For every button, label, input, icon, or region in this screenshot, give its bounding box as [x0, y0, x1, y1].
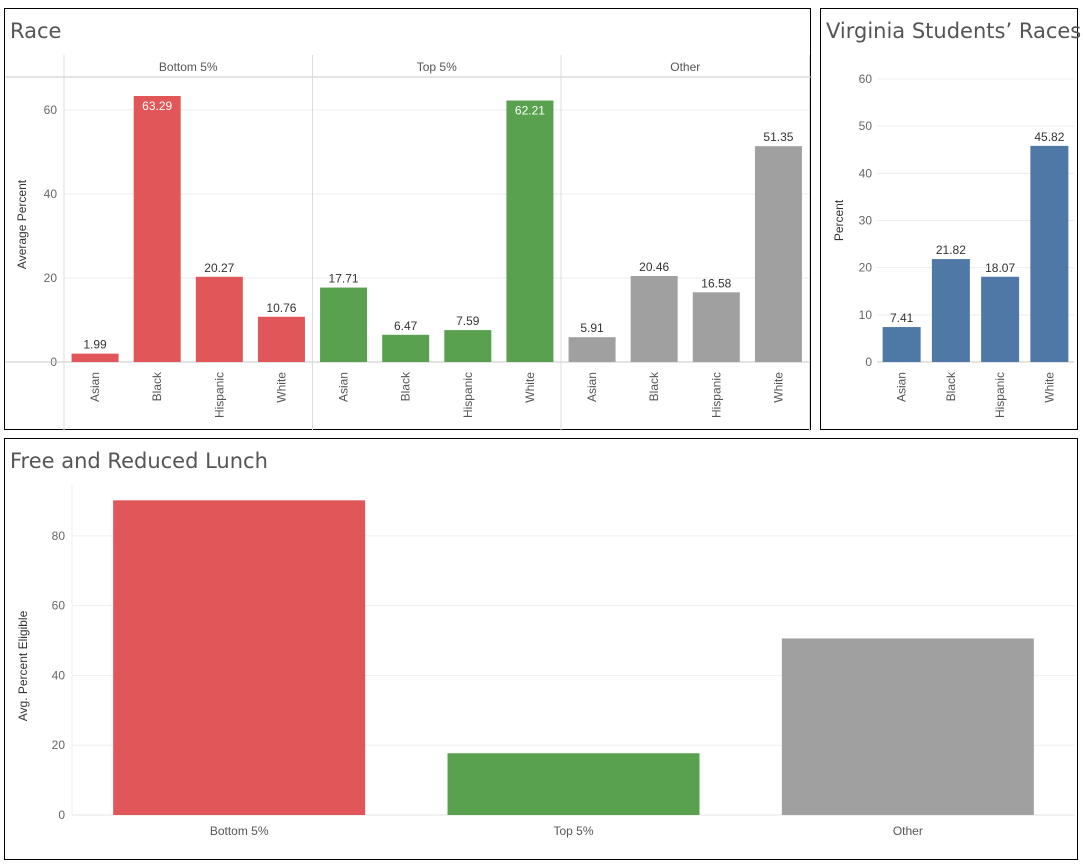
bar-white: [1030, 145, 1069, 362]
x-tick-label: Black: [399, 371, 413, 401]
x-tick-label: White: [771, 372, 785, 403]
bar-hispanic: [981, 276, 1020, 362]
y-axis-label: Percent: [832, 199, 846, 241]
data-label: 62.21: [515, 104, 545, 118]
bar-asian: [882, 327, 921, 362]
bar-top-5: [447, 753, 700, 815]
bar-other-black: [630, 276, 678, 362]
panel-header-other: Other: [670, 60, 700, 74]
y-tick-label: 0: [58, 808, 65, 822]
race-panel: Race 0 20 40 60 Average Percent Bottom 5% 1.99…: [4, 8, 812, 431]
bar-top-5-hispanic: [444, 330, 492, 362]
x-tick-label: Black: [150, 371, 164, 401]
data-label: 18.07: [985, 261, 1015, 275]
y-tick-label: 20: [52, 738, 66, 752]
bar-other: [781, 638, 1034, 815]
bar-top-5-black: [382, 334, 430, 362]
y-tick-label: 40: [52, 668, 66, 682]
data-label: 16.58: [701, 276, 731, 290]
x-tick-label: Asian: [895, 372, 909, 402]
y-tick-label: 50: [859, 119, 873, 133]
x-tick-label: Hispanic: [993, 372, 1007, 418]
data-label: 45.82: [1034, 130, 1064, 144]
bar-other-asian: [568, 337, 616, 362]
x-tick-label: Bottom 5%: [210, 824, 269, 838]
y-tick-label: 60: [52, 599, 66, 613]
x-tick-label: Asian: [88, 372, 102, 402]
data-label: 7.41: [890, 311, 914, 325]
data-label: 63.29: [142, 99, 172, 113]
panel-header-bottom-5: Bottom 5%: [159, 60, 218, 74]
data-label: 6.47: [394, 319, 418, 333]
virginia-panel: Virginia Students’ Races 0 10 20 30 40 50 60 Pe…: [820, 8, 1082, 430]
bar-other-white: [754, 146, 802, 362]
y-tick-label: 20: [44, 271, 58, 285]
x-tick-label: Asian: [337, 372, 351, 402]
bar-bottom-5-hispanic: [195, 276, 243, 362]
x-tick-label: White: [1042, 372, 1056, 403]
x-tick-label: Hispanic: [461, 372, 475, 418]
data-label: 51.35: [763, 130, 793, 144]
data-label: 1.99: [83, 338, 107, 352]
data-label: 21.82: [936, 243, 966, 257]
data-label: 17.71: [329, 272, 359, 286]
y-tick-label: 40: [859, 166, 873, 180]
y-tick-label: 60: [859, 72, 873, 86]
y-tick-label: 10: [859, 308, 873, 322]
y-tick-label: 20: [859, 261, 873, 275]
y-tick-label: 30: [859, 214, 873, 228]
x-tick-label: Black: [647, 371, 661, 401]
x-tick-label: White: [274, 372, 288, 403]
y-axis-label: Avg. Percent Eligible: [16, 610, 30, 721]
data-label: 20.46: [639, 260, 669, 274]
virginia-chart: 0 10 20 30 40 50 60 Percent 7.41 Asian 21.82 Black 1…: [832, 72, 1074, 418]
lunch-title: Free and Reduced Lunch: [10, 449, 268, 473]
bar-black: [931, 259, 970, 362]
data-label: 7.59: [456, 314, 480, 328]
y-tick-label: 40: [44, 187, 58, 201]
bar-bottom-5-asian: [71, 353, 119, 362]
y-tick-label: 80: [52, 529, 66, 543]
x-tick-label: White: [523, 372, 537, 403]
bar-bottom-5: [113, 500, 366, 815]
lunch-panel: Free and Reduced Lunch 0 20 40 60 80 Avg. Per…: [4, 438, 1078, 860]
bar-bottom-5-black: [133, 95, 181, 362]
lunch-chart: 0 20 40 60 80 Avg. Percent Eligible Bottom 5% T…: [16, 485, 1075, 838]
x-tick-label: Other: [893, 824, 923, 838]
y-tick-label: 0: [865, 355, 872, 369]
x-tick-label: Hispanic: [709, 372, 723, 418]
data-label: 10.76: [266, 301, 296, 315]
bar-other-hispanic: [692, 292, 740, 362]
bar-top-5-asian: [320, 287, 368, 362]
x-tick-label: Top 5%: [553, 824, 593, 838]
x-tick-label: Black: [944, 371, 958, 401]
bar-bottom-5-white: [257, 316, 305, 362]
y-tick-label: 60: [44, 103, 58, 117]
virginia-title: Virginia Students’ Races: [826, 19, 1082, 43]
y-axis-label: Average Percent: [15, 179, 29, 269]
data-label: 20.27: [204, 261, 234, 275]
x-tick-label: Hispanic: [212, 372, 226, 418]
race-title: Race: [10, 19, 62, 43]
x-tick-label: Asian: [585, 372, 599, 402]
panel-header-top-5: Top 5%: [417, 60, 457, 74]
data-label: 5.91: [580, 321, 604, 335]
bar-top-5-white: [506, 100, 554, 362]
